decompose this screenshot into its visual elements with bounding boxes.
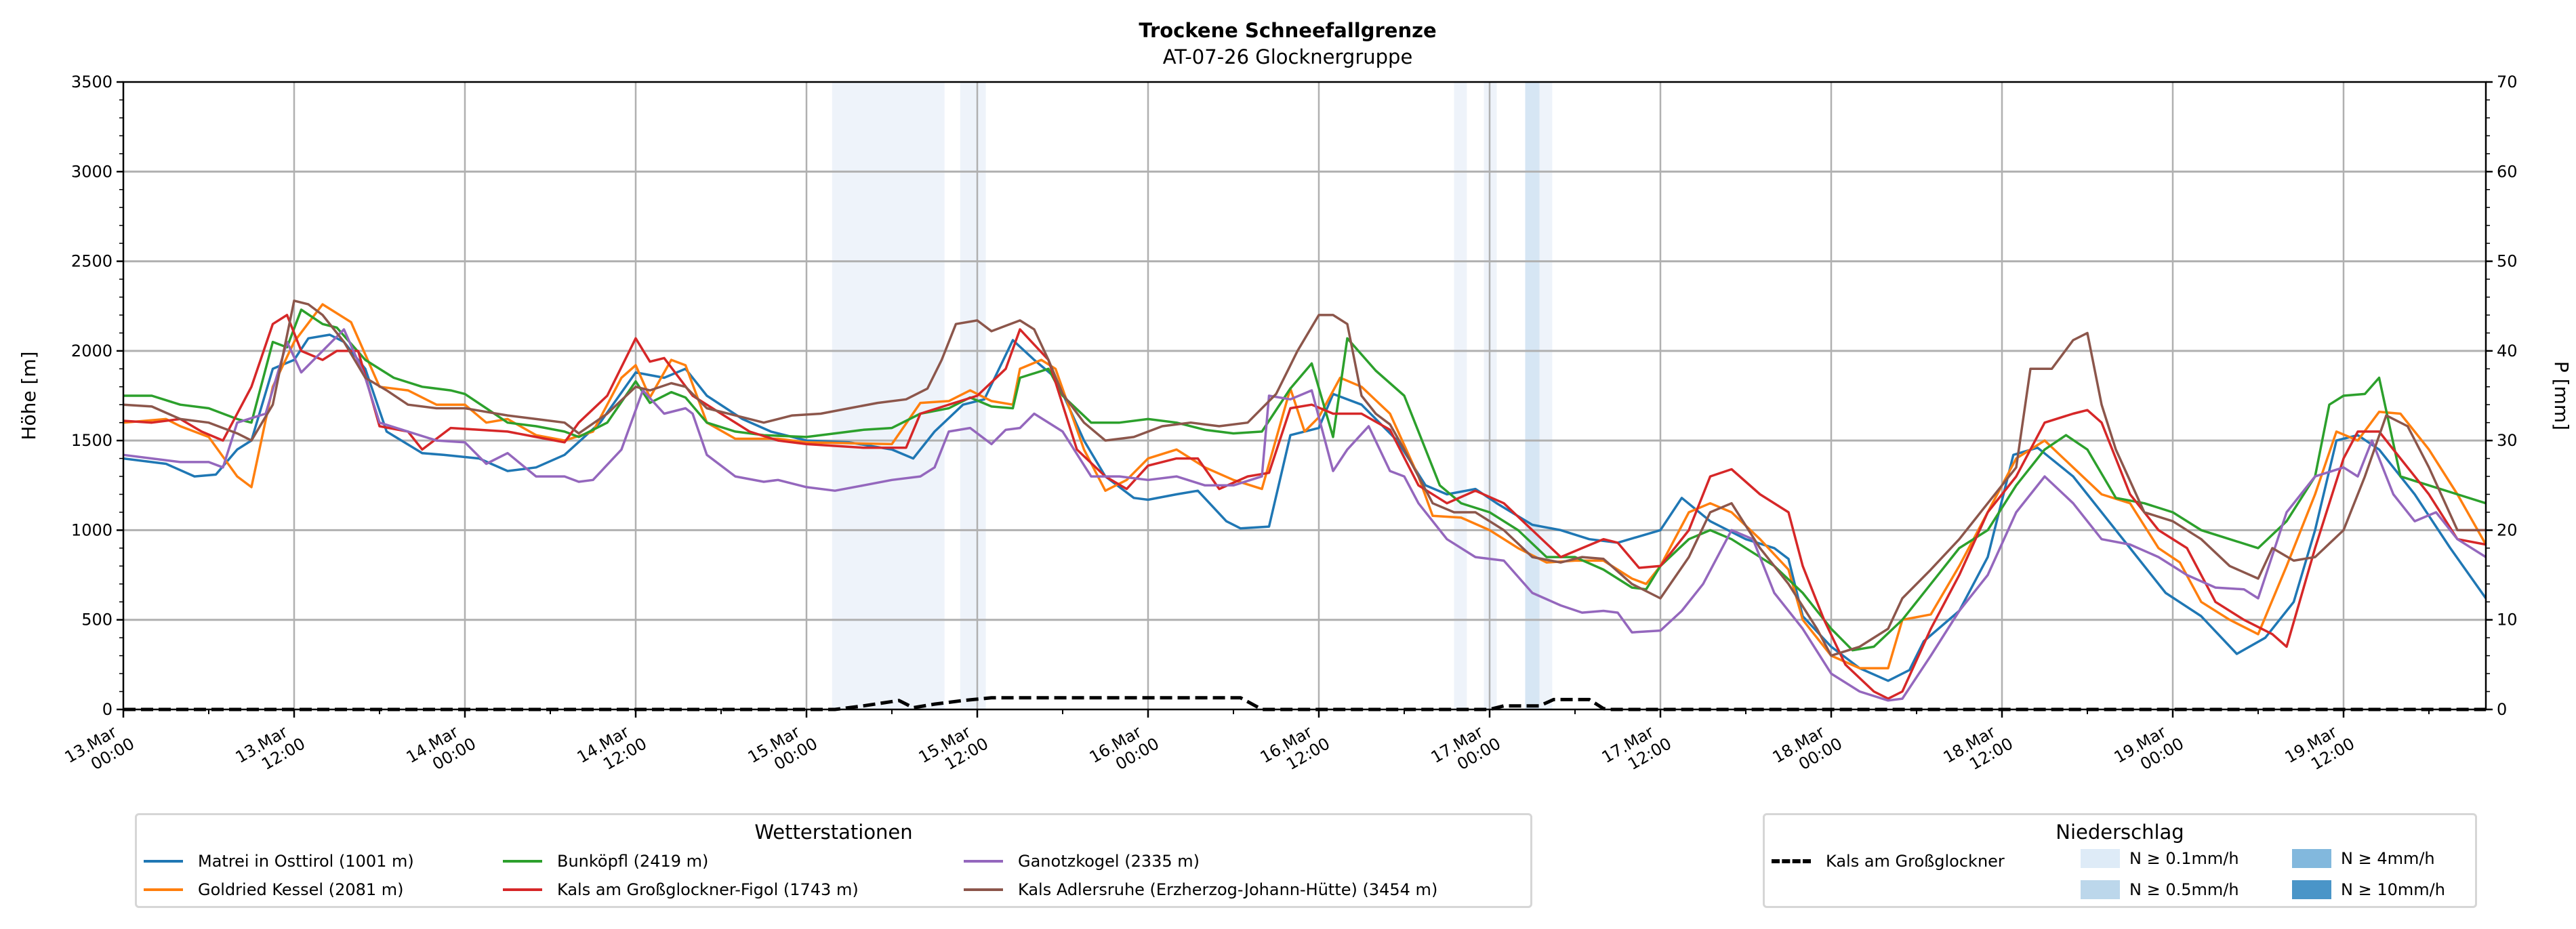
y-tick-label: 3500 (71, 73, 113, 91)
y-tick-label: 500 (81, 611, 113, 629)
series-line-2 (123, 308, 2487, 652)
precip-band (1539, 82, 1553, 709)
legend-patch (2081, 849, 2120, 868)
series-line-3 (123, 314, 2487, 700)
y-tick-label: 0 (102, 700, 113, 719)
legend-label: Kals am Großglockner (1826, 852, 2005, 871)
series-line-4 (123, 328, 2487, 702)
y-right-tick-label: 0 (2497, 700, 2507, 719)
legend-item-n10: N ≥ 10mm/h (2292, 880, 2445, 899)
y-axis-right-label: P [mm] (2550, 361, 2573, 430)
legend-label: Ganotzkogel (2335 m) (1018, 852, 1200, 871)
legend-item-n01: N ≥ 0.1mm/h (2081, 849, 2239, 868)
precip-band (1525, 82, 1540, 709)
legend-patch (2081, 880, 2120, 899)
legend-line-swatch (964, 888, 1003, 891)
series-line-0 (123, 333, 2487, 682)
plot-frame (122, 81, 2487, 711)
y-right-tick-label: 20 (2497, 520, 2518, 539)
precip-band (832, 82, 945, 709)
legend-stations: Wetterstationen Matrei in Osttirol (1001… (135, 813, 1532, 908)
precip-band (1454, 82, 1467, 709)
legend-item-bunkoepfl: Bunköpfl (2419 m) (503, 852, 708, 871)
chart-subtitle: AT-07-26 Glocknergruppe (1163, 45, 1413, 68)
legend-line-swatch (964, 860, 1003, 863)
legend-dash-swatch (1772, 859, 1811, 863)
legend-label: N ≥ 10mm/h (2341, 880, 2445, 899)
y-tick-label: 1500 (71, 431, 113, 450)
legend-patch (2292, 849, 2331, 868)
chart-title: Trockene Schneefallgrenze (1139, 19, 1436, 42)
legend-precip-title: Niederschlag (2056, 821, 2184, 844)
legend-item-precip-line: Kals am Großglockner (1772, 852, 2005, 871)
legend-label: N ≥ 4mm/h (2341, 849, 2435, 868)
y-right-tick-label: 70 (2497, 73, 2518, 91)
legend-item-adlersruhe: Kals Adlersruhe (Erzherzog-Johann-Hütte)… (964, 880, 1437, 899)
legend-line-swatch (144, 888, 183, 891)
y-tick-label: 2500 (71, 252, 113, 271)
y-tick-label: 3000 (71, 162, 113, 181)
precip-line (123, 696, 2486, 711)
y-tick-label: 2000 (71, 342, 113, 360)
legend-line-swatch (144, 860, 183, 863)
series-line-5 (123, 300, 2486, 657)
series-line-1 (123, 303, 2487, 669)
legend-label: Matrei in Osttirol (1001 m) (198, 852, 414, 871)
legend-precipitation: Niederschlag Kals am Großglockner N ≥ 0.… (1763, 813, 2477, 908)
legend-label: N ≥ 0.1mm/h (2129, 849, 2239, 868)
legend-item-n4: N ≥ 4mm/h (2292, 849, 2435, 868)
legend-item-n05: N ≥ 0.5mm/h (2081, 880, 2239, 899)
legend-item-goldried: Goldried Kessel (2081 m) (144, 880, 404, 899)
legend-item-ganotzkogel: Ganotzkogel (2335 m) (964, 852, 1200, 871)
legend-item-matrei: Matrei in Osttirol (1001 m) (144, 852, 414, 871)
legend-stations-title: Wetterstationen (754, 821, 913, 844)
y-tick-label: 1000 (71, 520, 113, 539)
y-right-tick-label: 50 (2497, 252, 2518, 271)
y-right-tick-label: 60 (2497, 162, 2518, 181)
legend-label: Kals Adlersruhe (Erzherzog-Johann-Hütte)… (1018, 880, 1438, 899)
y-right-tick-label: 30 (2497, 431, 2518, 450)
legend-patch (2292, 880, 2331, 899)
legend-label: Goldried Kessel (2081 m) (198, 880, 404, 899)
legend-label: Kals am Großglockner-Figol (1743 m) (557, 880, 859, 899)
legend-label: N ≥ 0.5mm/h (2129, 880, 2239, 899)
legend-label: Bunköpfl (2419 m) (557, 852, 709, 871)
y-right-tick-label: 10 (2497, 611, 2518, 629)
y-axis-label: Höhe [m] (18, 351, 40, 440)
legend-line-swatch (503, 860, 542, 863)
y-right-tick-label: 40 (2497, 342, 2518, 360)
legend-line-swatch (503, 888, 542, 891)
legend-item-kals-figol: Kals am Großglockner-Figol (1743 m) (503, 880, 859, 899)
